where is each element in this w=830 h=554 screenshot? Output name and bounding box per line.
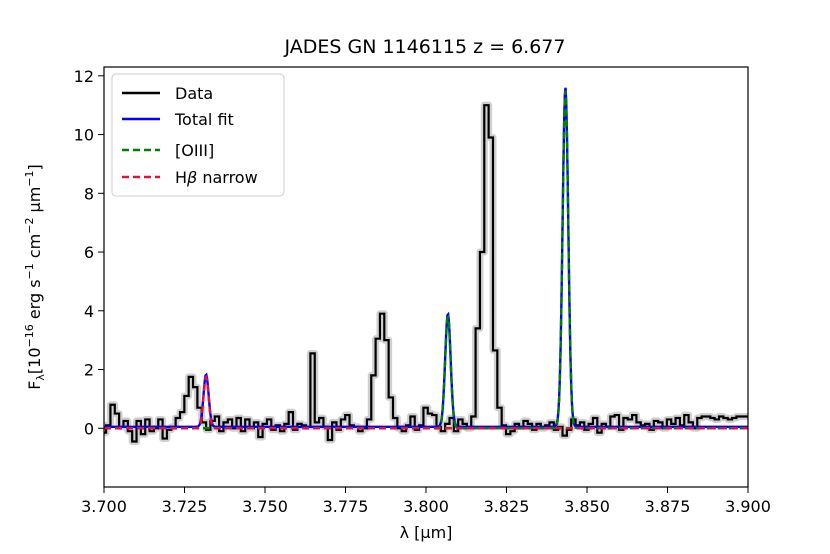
y-axis-title-exp4: −1	[23, 170, 36, 186]
y-tick-label: 4	[84, 302, 94, 321]
legend-label-hbeta-rest: narrow	[197, 168, 257, 187]
hbeta-narrow-line	[104, 374, 748, 430]
x-tick-label: 3.725	[162, 497, 208, 516]
y-axis-title-open: [10	[25, 347, 44, 374]
legend-box	[111, 73, 285, 197]
y-tick-label: 0	[84, 419, 94, 438]
y-axis-title: Fλ[10−16 erg s−1 cm−2 μm−1]	[23, 164, 47, 390]
legend-label-oiii: [OIII]	[175, 141, 214, 160]
plot-area	[104, 87, 748, 445]
y-axis-title-mid1: erg s	[25, 279, 44, 324]
y-axis-title-mid3: μm	[25, 187, 44, 218]
y-axis-title-exp2: −1	[23, 263, 36, 279]
y-axis-title-exp1: −16	[23, 324, 36, 347]
y-axis-title-close: ]	[25, 164, 44, 170]
y-axis-title-main: F	[25, 381, 44, 390]
y-tick-label: 10	[74, 126, 94, 145]
x-tick-label: 3.700	[81, 497, 127, 516]
legend-label-data: Data	[175, 84, 213, 103]
y-axis-title-exp3: −2	[23, 218, 36, 234]
y-axis: 0 2 4 6 8 10 12	[74, 67, 104, 438]
y-tick-label: 12	[74, 67, 94, 86]
x-tick-label: 3.750	[242, 497, 288, 516]
y-axis-title-mid2: cm	[25, 234, 44, 263]
x-tick-label: 3.850	[564, 497, 610, 516]
legend-label-hbeta: Hβ narrow	[175, 168, 258, 187]
legend: Data Total fit [OIII] Hβ narrow	[111, 73, 285, 197]
x-axis-title: λ [μm]	[400, 523, 453, 542]
y-tick-label: 8	[84, 184, 94, 203]
x-tick-label: 3.775	[323, 497, 369, 516]
y-tick-label: 2	[84, 361, 94, 380]
y-tick-label: 6	[84, 243, 94, 262]
legend-label-total-fit: Total fit	[174, 110, 234, 129]
x-tick-label: 3.825	[484, 497, 530, 516]
data-step-line	[104, 104, 748, 443]
x-axis: 3.700 3.725 3.750 3.775 3.800 3.825 3.850 3.875…	[81, 487, 771, 516]
x-tick-label: 3.900	[725, 497, 771, 516]
y-axis-title-sub: λ	[34, 374, 47, 381]
chart-title: JADES GN 1146115 z = 6.677	[283, 36, 565, 58]
legend-label-hbeta-main: H	[175, 168, 187, 187]
x-tick-label: 3.800	[403, 497, 449, 516]
x-tick-label: 3.875	[645, 497, 691, 516]
legend-label-hbeta-italic: β	[186, 168, 197, 187]
